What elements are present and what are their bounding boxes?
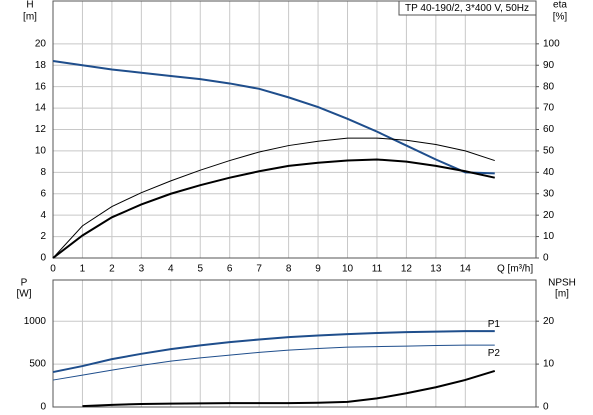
y2-tick-label: 10 xyxy=(543,231,555,242)
x-tick-label: 7 xyxy=(256,264,262,275)
y2-tick-label: 50 xyxy=(543,146,555,157)
y2-tick-label: 20 xyxy=(543,316,555,327)
series-line xyxy=(52,59,495,175)
series-line xyxy=(82,370,496,408)
y-tick-label: 500 xyxy=(29,359,46,370)
y2-tick-label: 70 xyxy=(543,103,555,114)
y2-tick-label: 80 xyxy=(543,81,555,92)
y2-tick-label: 0 xyxy=(543,253,549,264)
y-tick-label: 0 xyxy=(40,253,46,264)
y2-axis-unit: [m] xyxy=(555,289,569,300)
x-tick-label: 6 xyxy=(227,264,233,275)
y-tick-label: 4 xyxy=(40,210,46,221)
y-tick-label: 14 xyxy=(35,103,47,114)
x-tick-label: 9 xyxy=(315,264,321,275)
x-tick-label: 0 xyxy=(50,264,56,275)
y2-tick-label: 90 xyxy=(543,60,555,71)
y2-tick-label: 20 xyxy=(543,210,555,221)
y2-tick-label: 10 xyxy=(543,359,555,370)
y-axis-label: P xyxy=(21,278,28,289)
bottom-plot-frame xyxy=(52,279,537,408)
y-tick-label: 18 xyxy=(35,60,47,71)
x-tick-label: 2 xyxy=(109,264,115,275)
chart-title: TP 40-190/2, 3*400 V, 50Hz xyxy=(405,3,529,14)
x-tick-label: 4 xyxy=(168,264,174,275)
x-axis-label: Q [m³/h] xyxy=(497,264,533,275)
title-box xyxy=(398,0,537,16)
y-axis-unit: [W] xyxy=(17,289,32,300)
x-tick-label: 1 xyxy=(80,264,86,275)
y2-axis-label: NPSH xyxy=(548,278,576,289)
x-tick-label: 11 xyxy=(372,264,383,275)
y-tick-label: 6 xyxy=(40,188,46,199)
y-tick-label: 0 xyxy=(40,402,46,413)
y2-tick-label: 0 xyxy=(543,402,549,413)
x-tick-label: 5 xyxy=(197,264,203,275)
y-tick-label: 20 xyxy=(35,38,47,49)
y-tick-label: 2 xyxy=(40,231,46,242)
y2-axis-unit: [%] xyxy=(553,12,568,23)
series-line xyxy=(52,137,495,259)
x-tick-label: 8 xyxy=(286,264,292,275)
y-axis-unit: [m] xyxy=(23,12,37,23)
y-tick-label: 1000 xyxy=(24,316,47,327)
x-tick-label: 14 xyxy=(460,264,472,275)
x-tick-label: 3 xyxy=(139,264,145,275)
y2-tick-label: 60 xyxy=(543,124,555,135)
y2-tick-label: 100 xyxy=(543,38,560,49)
series-line xyxy=(52,330,495,374)
x-tick-label: 12 xyxy=(401,264,413,275)
series-line xyxy=(52,344,495,381)
series-label: P1 xyxy=(488,319,501,330)
y-axis-label: H xyxy=(26,0,33,11)
y2-tick-label: 40 xyxy=(543,167,555,178)
x-tick-label: 13 xyxy=(430,264,442,275)
y-tick-label: 8 xyxy=(40,167,46,178)
y-tick-label: 10 xyxy=(35,146,47,157)
y-tick-label: 12 xyxy=(35,124,47,135)
y2-tick-label: 30 xyxy=(543,188,555,199)
series-line xyxy=(52,158,495,259)
x-tick-label: 10 xyxy=(342,264,354,275)
y2-axis-label: eta xyxy=(553,0,567,11)
y-tick-label: 16 xyxy=(35,81,47,92)
series-label: P2 xyxy=(488,348,501,359)
